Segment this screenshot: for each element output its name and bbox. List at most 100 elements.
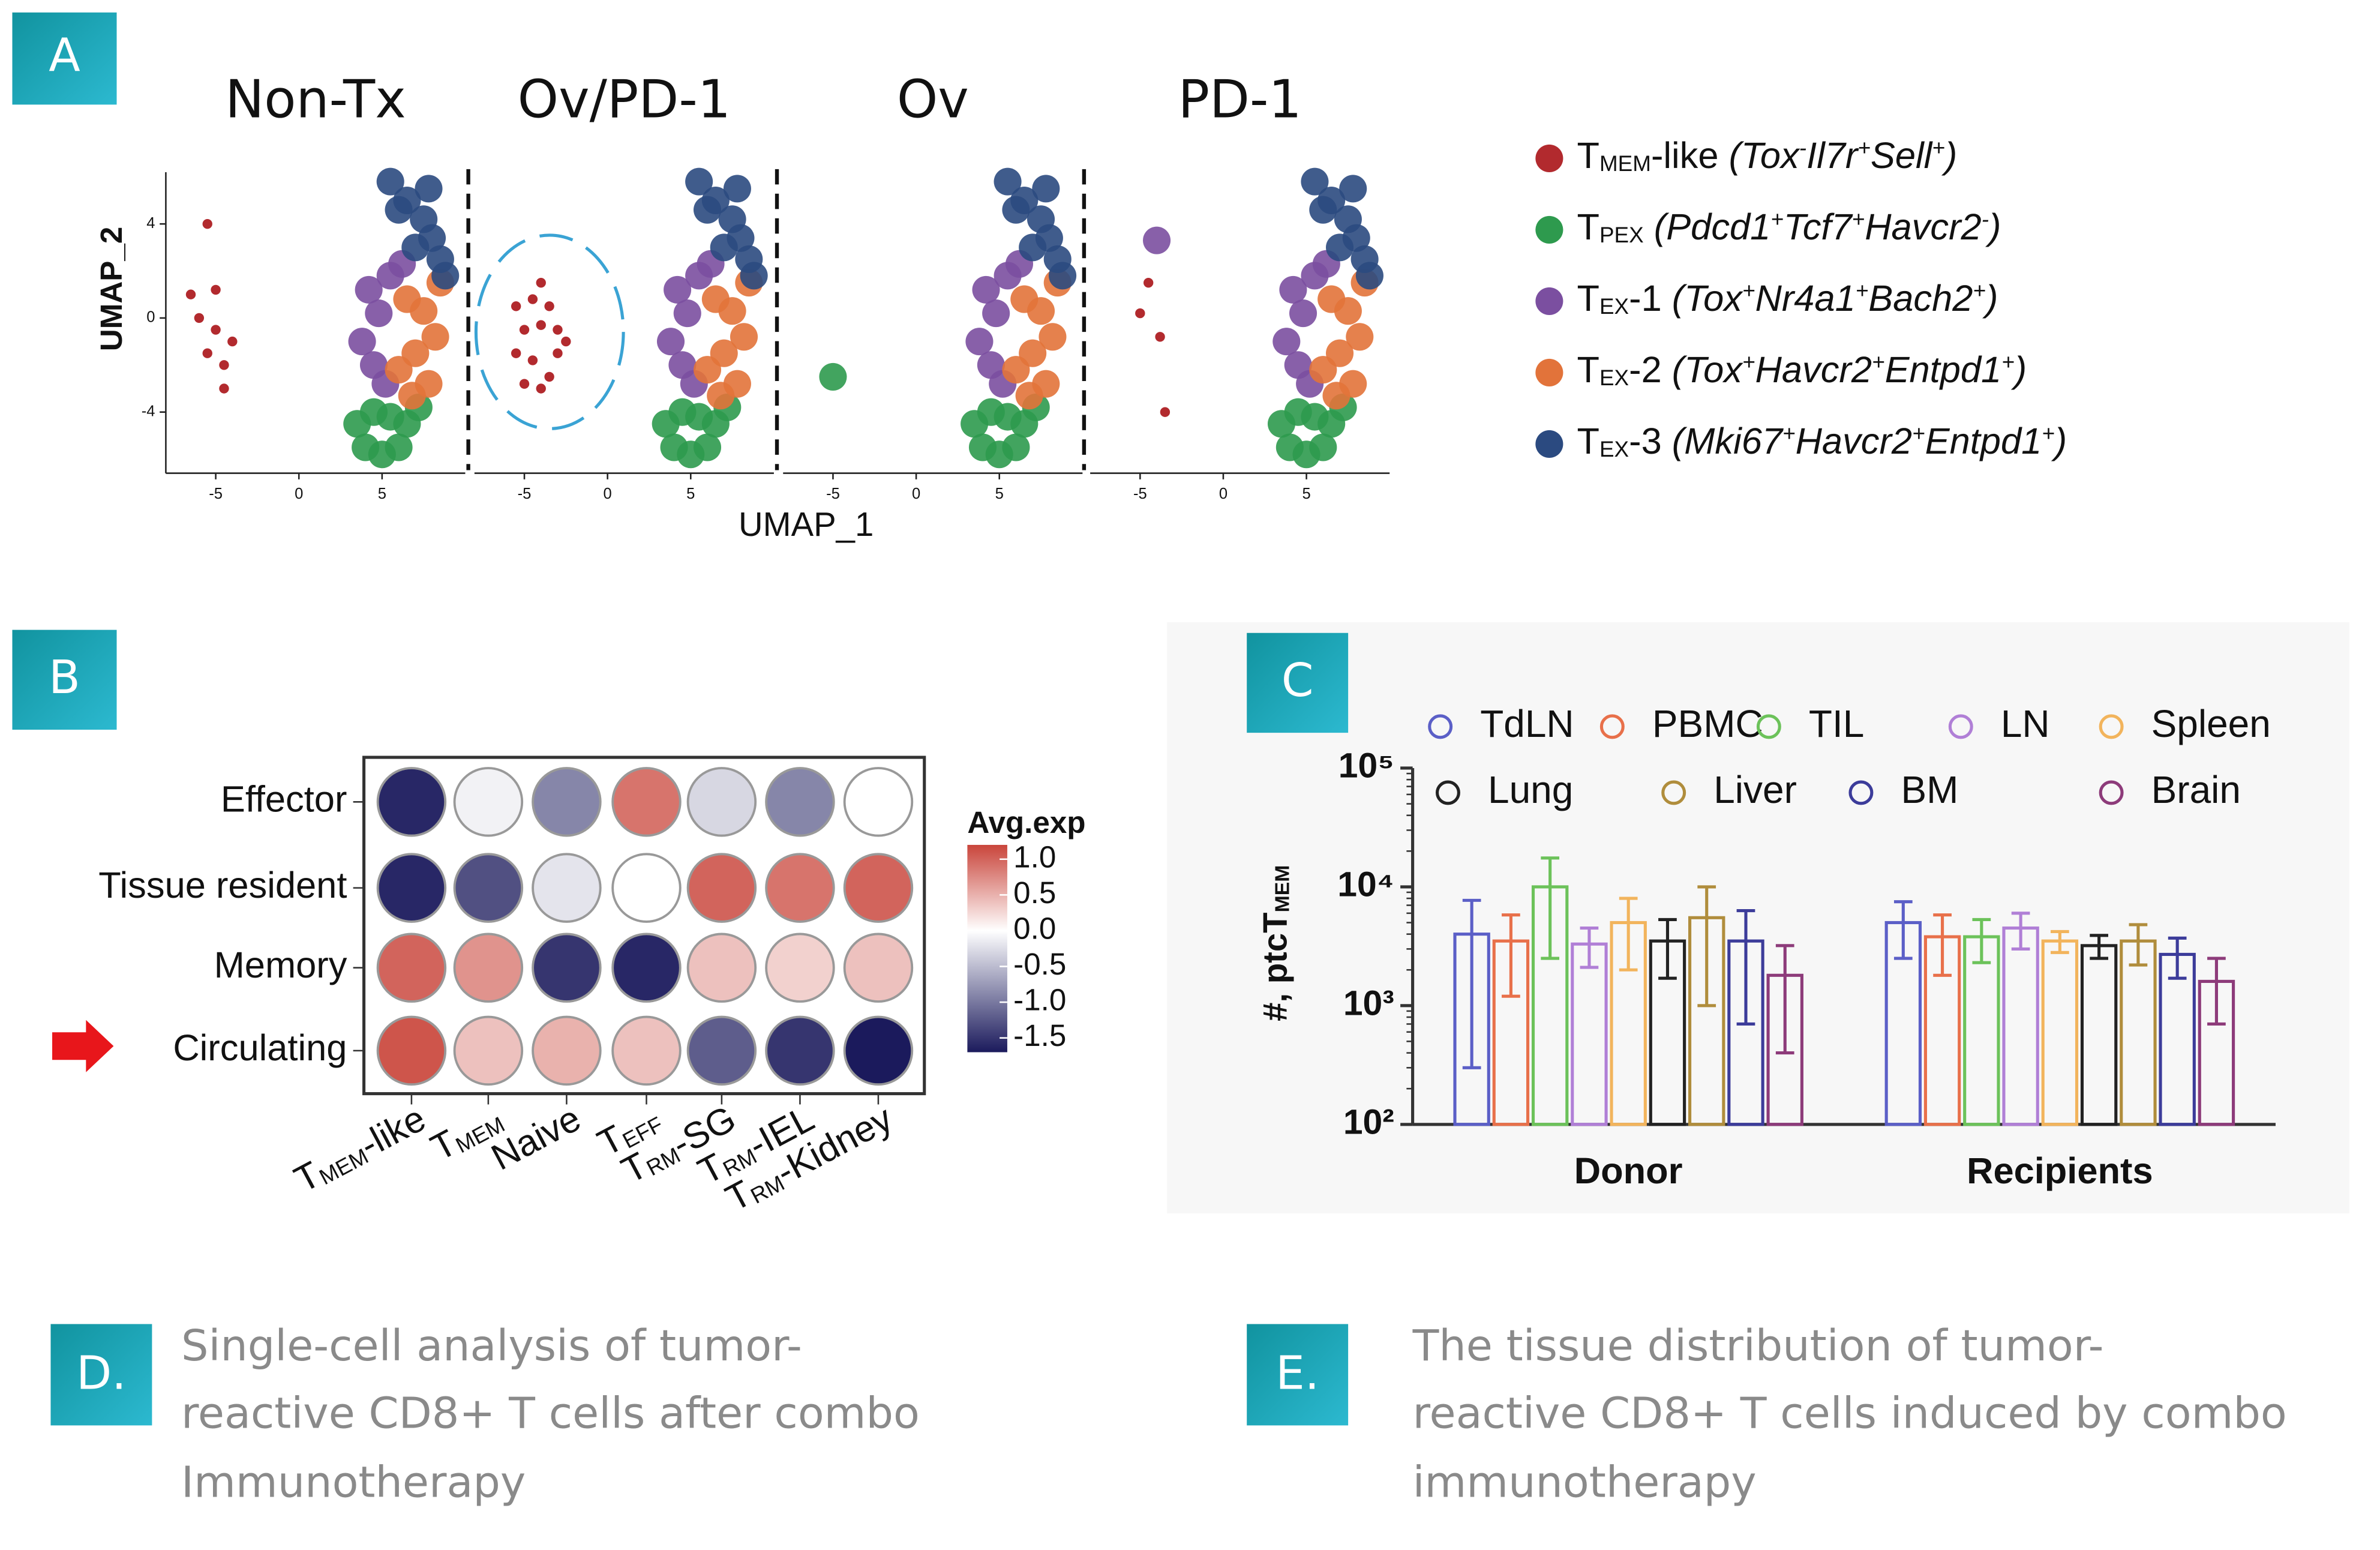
umap-point bbox=[365, 299, 393, 328]
legend-label: BM bbox=[1901, 768, 1958, 811]
x-tick-label: 0 bbox=[295, 485, 303, 502]
colorbar-tick-label: 0.0 bbox=[1013, 911, 1056, 945]
umap-point bbox=[536, 277, 546, 288]
dot bbox=[376, 853, 447, 923]
y-tick-label: -4 bbox=[142, 403, 155, 419]
text-part: T bbox=[1577, 135, 1599, 176]
legend-label: Lung bbox=[1488, 768, 1573, 811]
dot bbox=[843, 933, 914, 1003]
colorbar bbox=[967, 844, 1007, 1053]
legend-marker bbox=[1428, 714, 1453, 739]
colorbar-tick-label: -1.5 bbox=[1013, 1018, 1066, 1053]
tag: C bbox=[1281, 654, 1314, 707]
legend-title: Avg.exp bbox=[967, 805, 1085, 840]
dot bbox=[611, 767, 682, 837]
umap-point bbox=[693, 196, 722, 224]
umap-point bbox=[385, 433, 413, 461]
dot bbox=[686, 853, 757, 923]
panel-title: PD-1 bbox=[1178, 69, 1302, 130]
dot bbox=[686, 933, 757, 1003]
umap-point bbox=[194, 313, 205, 323]
text-part: Bach2 bbox=[1868, 278, 1973, 319]
umap-point bbox=[965, 328, 994, 356]
caption: The tissue distribution of tumor- bbox=[1412, 1320, 2104, 1371]
legend-marker bbox=[1535, 430, 1563, 458]
umap-point bbox=[1032, 175, 1060, 203]
text-part: MEM bbox=[1271, 865, 1293, 913]
legend-marker bbox=[2099, 714, 2124, 739]
error-bar bbox=[1972, 918, 1991, 964]
umap-point bbox=[1160, 407, 1171, 417]
legend-label: TPEX (Pdcd1+Tcf7+Havcr2-) bbox=[1577, 206, 2001, 248]
y-tick-label: 0 bbox=[146, 309, 155, 326]
colorbar-tick-label: -0.5 bbox=[1013, 947, 1066, 981]
umap-point bbox=[718, 297, 746, 325]
umap-point bbox=[1002, 433, 1030, 461]
dot bbox=[376, 767, 447, 837]
caption: reactive CD8+ T cells induced by combo bbox=[1413, 1388, 2287, 1438]
umap-point bbox=[994, 167, 1022, 196]
text-part: Havcr2 bbox=[1865, 206, 1982, 248]
dot bbox=[765, 767, 835, 837]
text-part: #, ptcT bbox=[1256, 912, 1293, 1021]
y-tick-label: 10⁵ bbox=[1338, 746, 1394, 786]
legend-label: TEX-3 (Mki67+Havcr2+Entpd1+) bbox=[1577, 421, 2067, 462]
x-tick-label: -5 bbox=[826, 485, 840, 502]
x-axis-label: UMAP_1 bbox=[739, 505, 874, 543]
umap-point bbox=[1143, 226, 1171, 254]
umap-point bbox=[723, 175, 751, 203]
umap-point bbox=[740, 262, 768, 290]
umap-point bbox=[685, 167, 713, 196]
text-part: - bbox=[1982, 207, 1989, 232]
colorbar-tick-label: 1.0 bbox=[1013, 840, 1056, 874]
umap-point bbox=[553, 325, 563, 335]
umap-point bbox=[982, 299, 1010, 328]
text-part: T bbox=[1577, 349, 1599, 391]
dot bbox=[376, 1015, 447, 1086]
text-part: T bbox=[1577, 421, 1599, 462]
caption: Single-cell analysis of tumor- bbox=[181, 1320, 802, 1371]
error-bar bbox=[1580, 926, 1599, 969]
caption: immunotherapy bbox=[1413, 1457, 1757, 1507]
umap-point bbox=[227, 336, 238, 347]
text-part: Entpd1 bbox=[1885, 349, 2002, 391]
umap-point bbox=[730, 323, 758, 351]
umap-point bbox=[202, 348, 212, 358]
legend-marker bbox=[1756, 714, 1781, 739]
column-label: TMEM-like bbox=[288, 1098, 433, 1201]
error-bar bbox=[2090, 934, 2108, 960]
error-bar bbox=[1736, 909, 1755, 1026]
panel-title: Ov bbox=[897, 69, 969, 130]
umap-point bbox=[211, 325, 221, 335]
error-bar bbox=[1893, 900, 1913, 960]
umap-point bbox=[819, 362, 847, 391]
x-tick-label: Donor bbox=[1574, 1150, 1683, 1192]
x-tick-label: -5 bbox=[209, 485, 223, 502]
text-part: EX bbox=[1599, 365, 1629, 390]
umap-point bbox=[693, 433, 722, 461]
cluster-highlight bbox=[474, 233, 625, 430]
dot bbox=[532, 767, 602, 837]
error-bar bbox=[1658, 918, 1677, 980]
legend-label: Liver bbox=[1713, 768, 1797, 811]
umap-point bbox=[376, 167, 404, 196]
umap-point bbox=[385, 356, 413, 384]
text-part: + bbox=[2042, 421, 2055, 446]
umap-point bbox=[972, 275, 1000, 304]
umap-point bbox=[398, 382, 426, 410]
umap-point bbox=[1002, 196, 1030, 224]
umap-point bbox=[1049, 262, 1077, 290]
error-bar bbox=[2129, 923, 2148, 967]
error-bar bbox=[2207, 957, 2226, 1026]
umap-point bbox=[421, 323, 449, 351]
text-part: + bbox=[1770, 207, 1784, 232]
umap-point bbox=[656, 328, 685, 356]
legend-label: TIL bbox=[1809, 702, 1864, 745]
umap-point bbox=[219, 360, 229, 370]
tag-box bbox=[12, 12, 117, 105]
umap-point bbox=[1027, 297, 1055, 325]
umap-point bbox=[664, 275, 692, 304]
dot bbox=[611, 853, 682, 923]
legend-marker bbox=[1948, 714, 1973, 739]
